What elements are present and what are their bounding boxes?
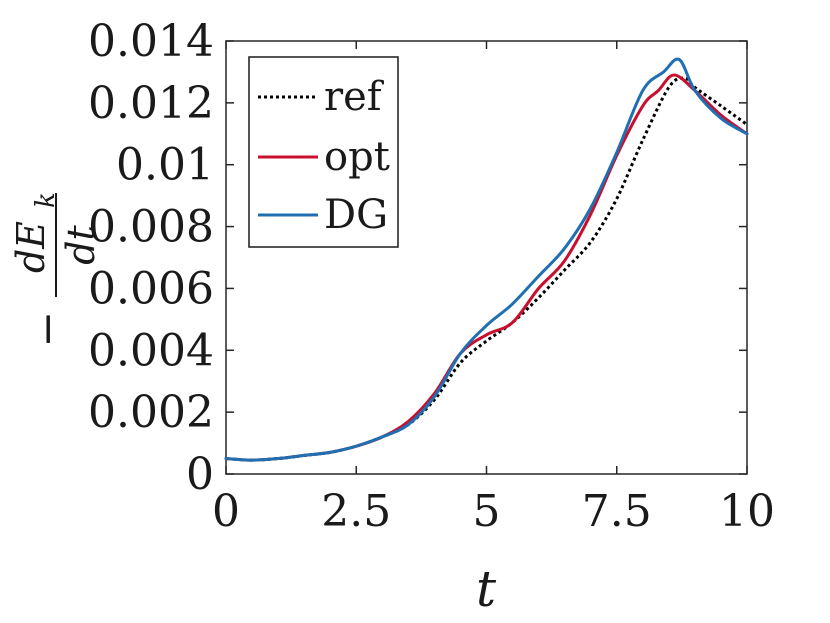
y-axis-label-denominator: dt: [59, 224, 103, 264]
y-axis-label-sign: −: [22, 311, 73, 348]
y-axis-ticks: 0 0.002 0.004 0.006 0.008 0.01 0.012 0.014: [88, 16, 747, 500]
y-tick-label: 0.012: [88, 78, 214, 129]
y-tick-label: 0.01: [116, 140, 214, 191]
y-axis-label-numerator: dE: [9, 221, 53, 273]
legend-label-opt: opt: [324, 134, 390, 180]
y-tick-label: 0.008: [88, 202, 214, 253]
x-tick-label: 10: [719, 486, 775, 537]
series-line-DG: [224, 57, 749, 462]
x-axis-label: t: [476, 560, 497, 618]
legend-label-DG: DG: [324, 192, 388, 238]
y-tick-label: 0.002: [88, 387, 214, 438]
legend-entries: ref opt DG: [258, 74, 390, 238]
x-tick-label: 5: [473, 486, 501, 537]
y-tick-label: 0.014: [88, 16, 214, 67]
y-tick-label: 0: [186, 449, 214, 500]
y-tick-label: 0.004: [88, 325, 214, 376]
x-tick-label: 2.5: [321, 486, 391, 537]
y-tick-label: 0.006: [88, 263, 214, 314]
series-lines: [224, 57, 749, 462]
x-tick-label: 7.5: [582, 486, 652, 537]
legend-label-ref: ref: [324, 74, 385, 120]
x-tick-label: 0: [212, 486, 240, 537]
y-axis-label-subscript: k: [31, 192, 61, 208]
y-axis-label: − dE k dt: [9, 192, 103, 347]
legend: ref opt DG: [248, 56, 399, 248]
x-axis-ticks: 0 2.5 5 7.5 10: [212, 41, 775, 537]
